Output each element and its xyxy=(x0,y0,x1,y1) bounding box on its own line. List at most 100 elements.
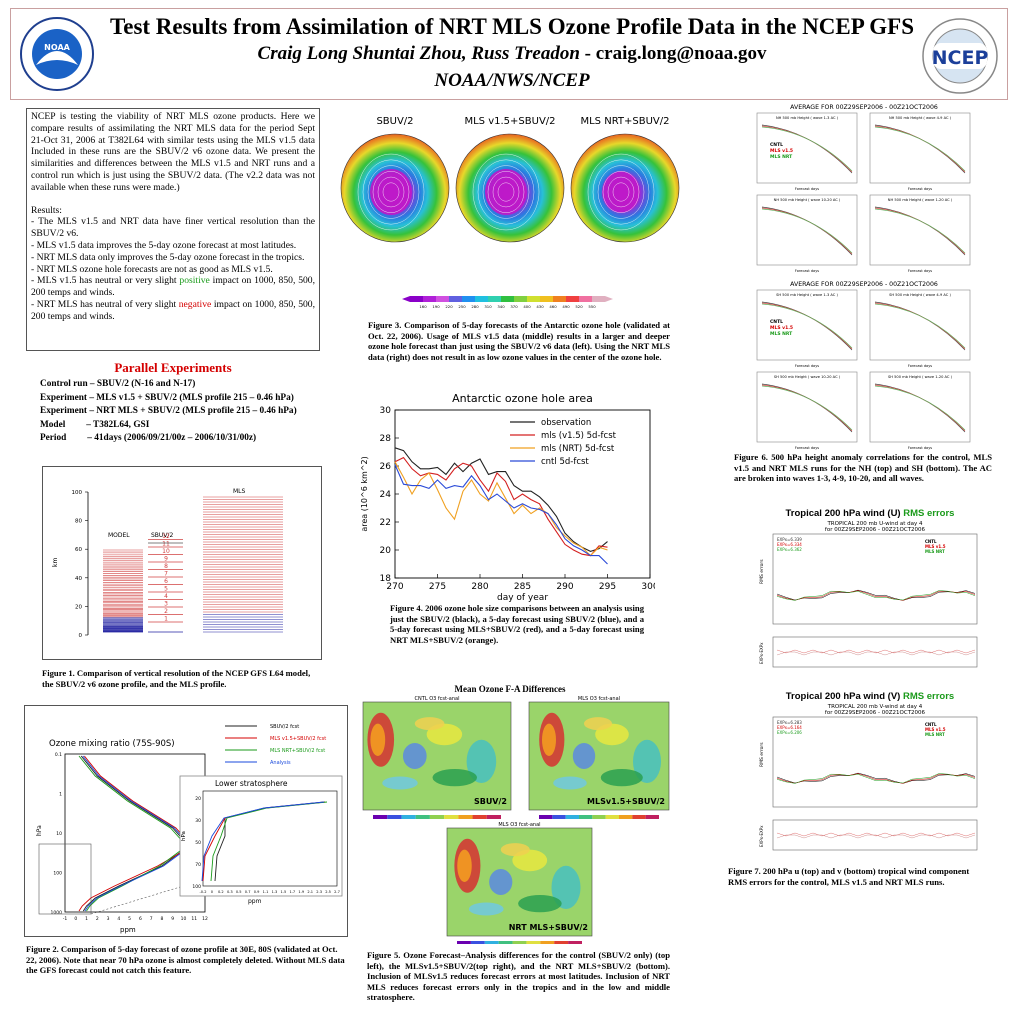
fig5-colorbar-swatch xyxy=(592,815,606,819)
fig4-series-line xyxy=(394,461,608,557)
fig3-contour xyxy=(607,176,635,208)
fig6-legend-label: MLS v1.5 xyxy=(770,148,793,154)
fig7-legend-label: CNTL xyxy=(925,539,937,544)
fig4-ylabel: area (10^6 km^2) xyxy=(360,456,369,531)
fig5-anomaly-blob xyxy=(402,743,427,769)
fig5-anomaly-blob xyxy=(600,768,643,787)
fig5-colorbar-swatch xyxy=(552,815,566,819)
fig2-inset-xtick-label: 0 xyxy=(211,890,214,894)
fig4-xtick-label: 280 xyxy=(471,582,488,592)
fig5-panel-title: CNTL O3 fcst-anal xyxy=(415,696,460,702)
fig3-contour xyxy=(362,159,420,225)
experiment-1: Experiment – MLS v1.5 + SBUV/2 (MLS prof… xyxy=(40,392,294,403)
fig6-legend-label: MLS v1.5 xyxy=(770,325,793,331)
poster-header xyxy=(10,8,1008,100)
fig3-ozone-maps: SBUV/2 MLS v1.5+SBUV/2 MLS NRT+SBUV/2 160 1… xyxy=(340,110,680,310)
sbuv-layer-label: 9 xyxy=(164,556,168,563)
fig3-colorbar-tick: 460 xyxy=(549,304,557,309)
fig6-xlabel: Forecast days xyxy=(795,364,819,368)
fig7-exp-value: EXPx=6.339 xyxy=(777,537,802,542)
fig5-caption: Figure 5. Ozone Forecast–Analysis differ… xyxy=(367,950,670,1003)
fig2-inset-xtick-label: 0.7 xyxy=(245,890,251,894)
fig5-anomaly-blob xyxy=(551,865,581,909)
fig6-ac-line xyxy=(761,303,853,349)
fig3-contour xyxy=(482,165,530,219)
fig6-ac-panel xyxy=(756,371,858,443)
fig4-series-line xyxy=(394,456,608,557)
fig2-inset-xtick-label: 1.9 xyxy=(298,890,304,894)
sbuv-layer-label: 5 xyxy=(164,586,168,593)
fig3-colorbar-tick: 430 xyxy=(536,304,544,309)
fig1-ylabel: km xyxy=(52,558,59,567)
fig2-profile-line xyxy=(78,755,193,912)
fig6-ac-line xyxy=(761,126,853,172)
fig2-inset-xtick-label: 2.1 xyxy=(307,890,313,894)
fig6-legend-label: MLS NRT xyxy=(770,154,793,160)
fig5-colorbar-swatch xyxy=(470,941,485,945)
fig4-chart-title: Antarctic ozone hole area xyxy=(452,392,593,405)
fig3-contour xyxy=(497,182,515,202)
fig3-contour xyxy=(612,182,630,202)
fig2-inset-xtick-label: 2.5 xyxy=(325,890,331,894)
fig6-xlabel: Forecast days xyxy=(795,446,819,450)
sbuv-layer-label: 8 xyxy=(164,563,168,570)
sbuv-layer-label: 1 xyxy=(164,616,168,623)
result-item: - MLS v1.5 data improves the 5-day ozone… xyxy=(31,239,297,251)
fig2-xtick-label: 9 xyxy=(171,916,174,922)
fig3-contour xyxy=(487,171,525,213)
fig3-contour xyxy=(382,182,400,202)
fig5-colorbar-swatch xyxy=(554,941,569,945)
fig7-ylabel-diff: EXPx-EXPx xyxy=(759,642,764,664)
fig2-xtick-label: 0 xyxy=(74,916,77,922)
parallel-experiments-list: Control run – SBUV/2 (N-16 and N-17) Exp… xyxy=(40,378,340,446)
fig5-colorbar-swatch xyxy=(540,941,555,945)
sbuv-layer-label: 12 xyxy=(162,533,170,540)
fig2-inset-line xyxy=(201,801,325,882)
fig5-anomaly-blob xyxy=(584,717,612,731)
fig7-subtitle: TROPICAL 200 mb U-wind at day 4 xyxy=(826,521,923,527)
fig1-sbuv-label: SBUV/2 xyxy=(151,532,173,539)
fig3-colorbar-tick: 190 xyxy=(432,304,440,309)
fig4-xtick-label: 270 xyxy=(386,582,403,592)
fig5-colorbar-swatch xyxy=(565,815,579,819)
fig4-series-line xyxy=(394,464,608,565)
fig5-colorbar-swatch xyxy=(498,941,513,945)
fig3-contour xyxy=(357,153,425,231)
author-names: Craig Long Shuntai Zhou, Russ Treadon xyxy=(257,43,580,64)
intro-paragraph: NCEP is testing the viability of NRT MLS… xyxy=(31,111,315,193)
fig6-ac-panel xyxy=(869,194,971,266)
fig5-colorbar-swatch xyxy=(568,941,582,945)
fig3-contour xyxy=(477,159,535,225)
fig5-anomaly-blob xyxy=(489,869,513,895)
fig5-anomaly-blob xyxy=(414,717,445,731)
fig2-xtick-label: 1 xyxy=(85,916,88,922)
fig6-title-sh: AVERAGE FOR 00Z29SEP2006 - 00Z21OCT2006 xyxy=(790,281,938,288)
fig5-colorbar-swatch xyxy=(401,815,416,819)
fig1-ytick-label: 20 xyxy=(75,604,82,610)
fig6-title-nh: AVERAGE FOR 00Z29SEP2006 - 00Z21OCT2006 xyxy=(790,104,938,111)
ncep-logo: NCEP xyxy=(915,17,1005,95)
fig3-colorbar-swatch xyxy=(475,296,488,302)
fig3-colorbar-arrow xyxy=(402,296,410,302)
fig4-ozone-hole-area-chart: Antarctic ozone hole area 270 275 280 285 290… xyxy=(355,388,659,603)
fig2-inset-xtick-label: 0.3 xyxy=(227,890,233,894)
experiment-2: Experiment – NRT MLS + SBUV/2 (MLS profi… xyxy=(40,406,297,416)
fig5-colorbar-swatch xyxy=(512,941,527,945)
fig3-contour xyxy=(592,159,650,225)
fig4-legend-label: mls (NRT) 5d-fcst xyxy=(541,444,615,454)
fig7-rms-line xyxy=(776,772,976,784)
fig2-inset-ytick-label: 100 xyxy=(192,884,201,890)
sbuv-layer-label: 11 xyxy=(162,541,170,548)
fig3-colorbar-swatch xyxy=(423,296,436,302)
fig7-legend-label: MLS v1.5 xyxy=(925,544,946,549)
fig3-colorbar-swatch xyxy=(449,296,462,302)
affiliation: NOAA/NWS/NCEP xyxy=(434,70,590,91)
fig5-panel-label: NRT MLS+SBUV/2 xyxy=(509,923,588,932)
fig6-ac-panel xyxy=(869,112,971,184)
fig7-u-wind-rms: TROPICAL 200 mb U-wind at day 4 for 00Z29… xyxy=(755,519,985,679)
fig2-caption: Figure 2. Comparison of 5-day forecast o… xyxy=(26,944,345,976)
fig2-inset-ylabel: hPa xyxy=(181,831,187,841)
model-line: Model – T382L64, GSI xyxy=(40,419,150,430)
fig4-ytick-label: 30 xyxy=(380,406,392,416)
fig3-contour xyxy=(377,176,405,208)
